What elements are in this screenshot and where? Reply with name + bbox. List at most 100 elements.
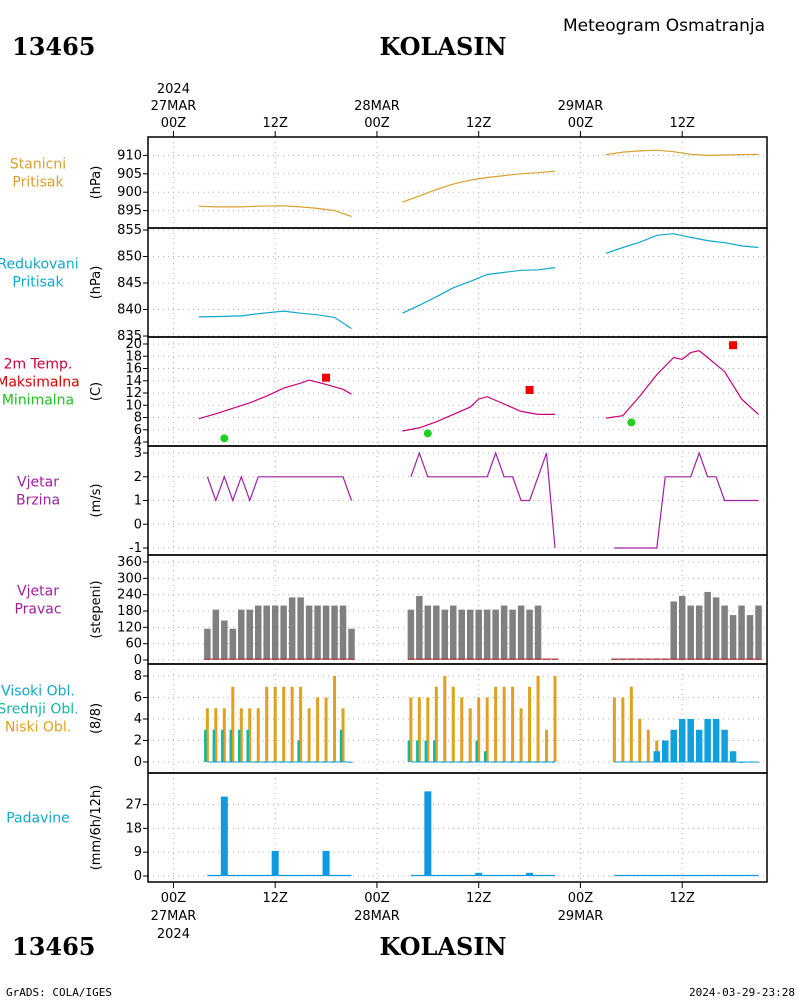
wind-direction-bar	[331, 605, 338, 660]
low-cloud-bar	[231, 686, 235, 762]
y-axis-unit: (hPa)	[89, 166, 104, 200]
time-tick-label: 00Z	[364, 891, 390, 906]
y-tick-label: 845	[117, 276, 142, 291]
station-id-bottom: 13465	[12, 932, 96, 961]
parameter-label: Pritisak	[12, 175, 64, 191]
wind-direction-bar	[695, 605, 703, 660]
wind-direction-bar	[407, 609, 415, 660]
panel-frame	[147, 772, 768, 883]
parameter-label: Vjetar	[17, 584, 59, 600]
mid-cloud-bar	[212, 729, 216, 762]
mid-cloud-bar	[221, 729, 224, 762]
year-label: 2024	[157, 927, 190, 942]
y-tick-label: 120	[117, 620, 142, 635]
precip-bar	[322, 850, 330, 876]
y-tick-label: 905	[117, 167, 142, 182]
y-tick-label: 4	[134, 712, 142, 727]
y-tick-label: 840	[117, 303, 142, 318]
y-tick-label: 855	[117, 223, 142, 238]
wind-direction-bar	[348, 628, 355, 660]
low-cloud-bar	[333, 676, 337, 762]
y-tick-label: 835	[117, 329, 142, 344]
y-tick-label: 360	[117, 555, 142, 570]
parameter-label: Niski Obl.	[5, 720, 71, 736]
y-tick-label: 895	[117, 204, 142, 219]
low-cloud-bar	[638, 719, 642, 762]
parameter-label: Redukovani	[0, 257, 79, 273]
wind-direction-bar	[221, 620, 228, 660]
temperature-line	[402, 396, 555, 432]
y-tick-label: 10	[125, 398, 142, 413]
wind-direction-bar	[433, 605, 440, 660]
panel-red-pressure: 835 840 845 850 855 (hPa) Redukovani Pritisak	[0, 223, 768, 344]
panel-clouds: 0 2 4 6 8 (8/8) Visoki Obl. Srednji Obl. Niski O…	[0, 663, 768, 774]
y-tick-label: 8	[134, 411, 142, 426]
y-tick-label: 0	[134, 653, 142, 668]
y-tick-label: 20	[125, 337, 142, 352]
y-tick-label: 240	[117, 588, 142, 603]
parameter-label: Srednji Obl.	[0, 702, 79, 718]
mid-cloud-bar	[297, 740, 300, 762]
wind-direction-bar	[280, 605, 287, 660]
wind-direction-bar	[458, 609, 465, 660]
mid-cloud-bar	[204, 729, 207, 762]
low-cloud-bar	[502, 686, 506, 762]
time-tick-label: 00Z	[568, 116, 594, 131]
low-cloud-bar	[307, 708, 311, 762]
y-tick-label: 900	[117, 185, 142, 200]
time-tick-label: 00Z	[364, 116, 390, 131]
time-tick-label: 12Z	[262, 891, 288, 906]
parameter-label: Stanicni	[10, 157, 66, 173]
min-temp-marker	[627, 418, 636, 427]
low-cloud-bar	[511, 686, 515, 762]
y-tick-label: 850	[117, 250, 142, 265]
y-tick-label: 27	[125, 798, 142, 813]
panel-frame	[147, 445, 768, 556]
max-temp-marker	[729, 341, 738, 350]
date-label: 28MAR	[354, 909, 400, 924]
y-tick-label: 0	[134, 869, 142, 884]
low-cloud-bar	[205, 708, 209, 762]
time-axis-top: 00Z 27MAR 12Z 00Z 28MAR 12Z 00Z 29MAR 12Z 2024	[151, 82, 695, 137]
parameter-label: Padavine	[6, 811, 70, 827]
parameter-label: Pritisak	[12, 275, 64, 291]
station-name-top: KOLASIN	[379, 32, 506, 61]
high-cloud-bar	[695, 729, 703, 762]
parameter-label: Brzina	[16, 493, 60, 509]
low-cloud-bar	[222, 708, 226, 762]
temperature-line	[198, 379, 352, 420]
low-cloud-bar	[621, 697, 625, 762]
wind-direction-bar	[509, 609, 516, 660]
wind-direction-bar	[339, 605, 347, 660]
precip-bar	[271, 850, 279, 876]
date-label: 27MAR	[151, 909, 197, 924]
low-cloud-bar	[468, 708, 472, 762]
y-tick-label: 1	[134, 494, 142, 509]
low-cloud-bar	[646, 729, 650, 762]
wind-direction-bar	[729, 615, 737, 660]
mid-cloud-bar	[475, 740, 478, 762]
panel-frame	[147, 336, 768, 447]
low-cloud-bar	[451, 686, 455, 762]
header-bottom: 13465 KOLASIN	[12, 932, 507, 961]
y-tick-label: -1	[129, 541, 142, 556]
wind-direction-bar	[517, 605, 525, 660]
max-temp-marker	[525, 385, 534, 394]
high-cloud-bar	[678, 719, 686, 762]
wind-direction-bar	[746, 615, 754, 660]
wind-direction-bar	[238, 609, 245, 660]
date-label: 29MAR	[558, 909, 604, 924]
low-cloud-bar	[477, 697, 481, 762]
y-tick-label: 12	[125, 386, 142, 401]
low-cloud-bar	[290, 686, 294, 762]
low-cloud-bar	[248, 708, 252, 762]
parameter-label: Vjetar	[17, 475, 59, 491]
wind-direction-bar	[526, 609, 533, 660]
panel-frame	[147, 227, 768, 338]
max-temp-marker	[322, 373, 331, 382]
low-cloud-bar	[545, 729, 549, 762]
high-cloud-bar	[653, 751, 661, 762]
min-temp-marker	[423, 429, 432, 438]
